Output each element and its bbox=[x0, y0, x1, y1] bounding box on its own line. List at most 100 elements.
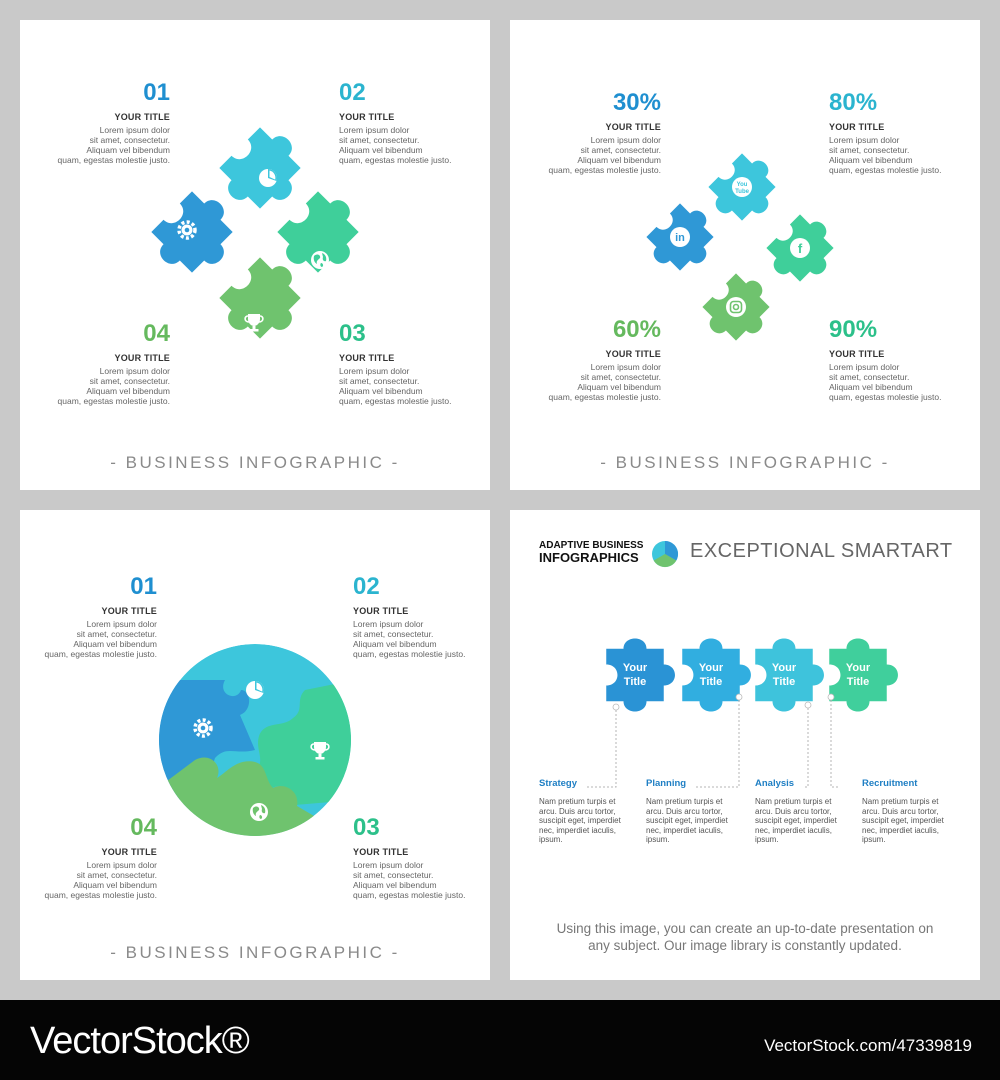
panel-puzzle-diamond: 01 YOUR TITLE Lorem ipsum dolor sit amet… bbox=[20, 20, 490, 490]
item-number: 03 bbox=[339, 320, 366, 347]
youtube-icon-label-bottom: Tube bbox=[735, 189, 750, 195]
piece-line-1: Your bbox=[772, 662, 797, 674]
item-02: 02 YOUR TITLE Lorem ipsum dolor sit amet… bbox=[353, 573, 483, 660]
item-01: 01 YOUR TITLE Lorem ipsum dolor sit amet… bbox=[27, 574, 157, 660]
item-text: Lorem ipsum dolor sit amet, consectetur.… bbox=[57, 366, 170, 406]
item-number: 04 bbox=[130, 814, 157, 841]
instagram-icon bbox=[726, 297, 746, 317]
linkedin-icon: in bbox=[670, 227, 690, 247]
item-80: 80% YOUR TITLE Lorem ipsum dolor sit ame… bbox=[829, 89, 959, 176]
piece-line-1: Your bbox=[623, 662, 648, 674]
youtube-icon-label-top: You bbox=[737, 182, 748, 188]
item-number: 03 bbox=[353, 814, 380, 841]
step-title: Recruitment bbox=[862, 778, 918, 789]
puzzle-piece-blue bbox=[159, 680, 255, 800]
item-number: 02 bbox=[339, 79, 366, 106]
item-text: Lorem ipsum dolor sit amet, consectetur.… bbox=[548, 135, 661, 175]
cube-logo-icon bbox=[652, 540, 679, 568]
puzzle-piece-teal bbox=[257, 680, 351, 805]
piece-line-1: Your bbox=[846, 662, 871, 674]
item-title: YOUR TITLE bbox=[101, 606, 157, 616]
item-text: Lorem ipsum dolor sit amet, consectetur.… bbox=[829, 135, 942, 175]
watermark-bar bbox=[0, 1000, 1000, 1080]
item-text: Lorem ipsum dolor sit amet, consectetur.… bbox=[339, 366, 452, 406]
watermark-brand: VectorStock® bbox=[30, 1020, 250, 1062]
item-02: 02 YOUR TITLE Lorem ipsum dolor sit amet… bbox=[339, 79, 469, 166]
item-text: Lorem ipsum dolor sit amet, consectetur.… bbox=[353, 860, 466, 900]
item-03: 03 YOUR TITLE Lorem ipsum dolor sit amet… bbox=[339, 320, 469, 407]
step-recruitment: Recruitment Nam pretium turpis et arcu. … bbox=[862, 778, 957, 845]
connector-dots bbox=[612, 693, 835, 711]
item-text: Lorem ipsum dolor sit amet, consectetur.… bbox=[44, 619, 157, 659]
item-title: YOUR TITLE bbox=[353, 606, 409, 616]
item-percent: 90% bbox=[829, 316, 878, 343]
pie-chart-icon bbox=[246, 681, 265, 699]
panel-footer: - BUSINESS INFOGRAPHIC - bbox=[110, 943, 400, 962]
puzzle-diamond-graphic bbox=[143, 119, 375, 355]
item-text: Lorem ipsum dolor sit amet, consectetur.… bbox=[44, 860, 157, 900]
item-number: 02 bbox=[353, 573, 380, 600]
item-number: 04 bbox=[143, 320, 170, 347]
facebook-icon-label: f bbox=[798, 241, 803, 256]
item-title: YOUR TITLE bbox=[353, 847, 409, 857]
step-analysis: Analysis Nam pretium turpis et arcu. Dui… bbox=[755, 778, 850, 845]
globe-icon bbox=[250, 803, 268, 821]
puzzle-piece-1: Your Title bbox=[606, 638, 675, 712]
puzzle-piece-green bbox=[211, 249, 317, 355]
facebook-icon: f bbox=[790, 238, 810, 258]
item-text: Lorem ipsum dolor sit amet, consectetur.… bbox=[829, 362, 942, 402]
pie-chart-icon bbox=[259, 168, 278, 187]
linkedin-icon-label: in bbox=[675, 232, 685, 244]
puzzle-row-graphic: Your Title Your Title Your Title Your Ti… bbox=[585, 638, 898, 788]
item-text: Lorem ipsum dolor sit amet, consectetur.… bbox=[57, 125, 170, 165]
piece-line-2: Title bbox=[624, 676, 646, 688]
panel-social-puzzle: 30% YOUR TITLE Lorem ipsum dolor sit ame… bbox=[510, 20, 980, 490]
item-01: 01 YOUR TITLE Lorem ipsum dolor sit amet… bbox=[40, 79, 170, 166]
puzzle-piece-4: Your Title bbox=[829, 638, 898, 712]
description-note: Using this image, you can create an up-t… bbox=[556, 921, 934, 953]
item-title: YOUR TITLE bbox=[114, 112, 170, 122]
piece-line-2: Title bbox=[847, 676, 869, 688]
step-title: Analysis bbox=[755, 778, 795, 789]
piece-line-1: Your bbox=[699, 662, 724, 674]
item-text: Lorem ipsum dolor sit amet, consectetur.… bbox=[339, 125, 452, 165]
step-strategy: Strategy Nam pretium turpis et arcu. Dui… bbox=[539, 778, 634, 845]
piece-line-2: Title bbox=[700, 676, 722, 688]
puzzle-circle-graphic bbox=[159, 644, 351, 836]
item-title: YOUR TITLE bbox=[605, 349, 661, 359]
step-text: Nam pretium turpis et arcu. Duis arcu to… bbox=[755, 797, 837, 844]
item-title: YOUR TITLE bbox=[339, 353, 395, 363]
puzzle-piece-green bbox=[159, 757, 351, 836]
item-title: YOUR TITLE bbox=[605, 122, 661, 132]
panel-smartart: ADAPTIVE BUSINESS INFOGRAPHICS EXCEPTION… bbox=[510, 510, 980, 980]
step-text: Nam pretium turpis et arcu. Duis arcu to… bbox=[862, 797, 944, 844]
youtube-icon: You Tube bbox=[732, 177, 752, 197]
piece-line-2: Title bbox=[773, 676, 795, 688]
item-title: YOUR TITLE bbox=[114, 353, 170, 363]
globe-icon bbox=[311, 251, 329, 269]
item-90: 90% YOUR TITLE Lorem ipsum dolor sit ame… bbox=[829, 316, 959, 403]
puzzle-piece-blue bbox=[143, 183, 249, 289]
panel-footer: - BUSINESS INFOGRAPHIC - bbox=[600, 453, 890, 472]
item-title: YOUR TITLE bbox=[339, 112, 395, 122]
item-30: 30% YOUR TITLE Lorem ipsum dolor sit ame… bbox=[531, 90, 661, 176]
panel-footer: - BUSINESS INFOGRAPHIC - bbox=[110, 453, 400, 472]
watermark-id: VectorStock.com/47339819 bbox=[764, 1036, 972, 1055]
item-number: 01 bbox=[143, 79, 170, 106]
item-percent: 60% bbox=[612, 316, 661, 343]
item-title: YOUR TITLE bbox=[101, 847, 157, 857]
puzzle-piece-3: Your Title bbox=[755, 638, 824, 712]
header-small-line-2: INFOGRAPHICS bbox=[539, 550, 639, 565]
header-title: EXCEPTIONAL SMARTART bbox=[690, 540, 953, 562]
item-03: 03 YOUR TITLE Lorem ipsum dolor sit amet… bbox=[353, 814, 483, 901]
header-label: ADAPTIVE BUSINESS INFOGRAPHICS bbox=[539, 540, 643, 565]
step-planning: Planning Nam pretium turpis et arcu. Dui… bbox=[646, 778, 741, 845]
item-04: 04 YOUR TITLE Lorem ipsum dolor sit amet… bbox=[40, 320, 170, 407]
panel-puzzle-circle: 01 YOUR TITLE Lorem ipsum dolor sit amet… bbox=[20, 510, 490, 980]
item-text: Lorem ipsum dolor sit amet, consectetur.… bbox=[353, 619, 466, 659]
item-text: Lorem ipsum dolor sit amet, consectetur.… bbox=[548, 362, 661, 402]
item-percent: 80% bbox=[829, 89, 878, 116]
step-title: Planning bbox=[646, 778, 687, 789]
item-title: YOUR TITLE bbox=[829, 122, 885, 132]
item-04: 04 YOUR TITLE Lorem ipsum dolor sit amet… bbox=[27, 814, 157, 901]
